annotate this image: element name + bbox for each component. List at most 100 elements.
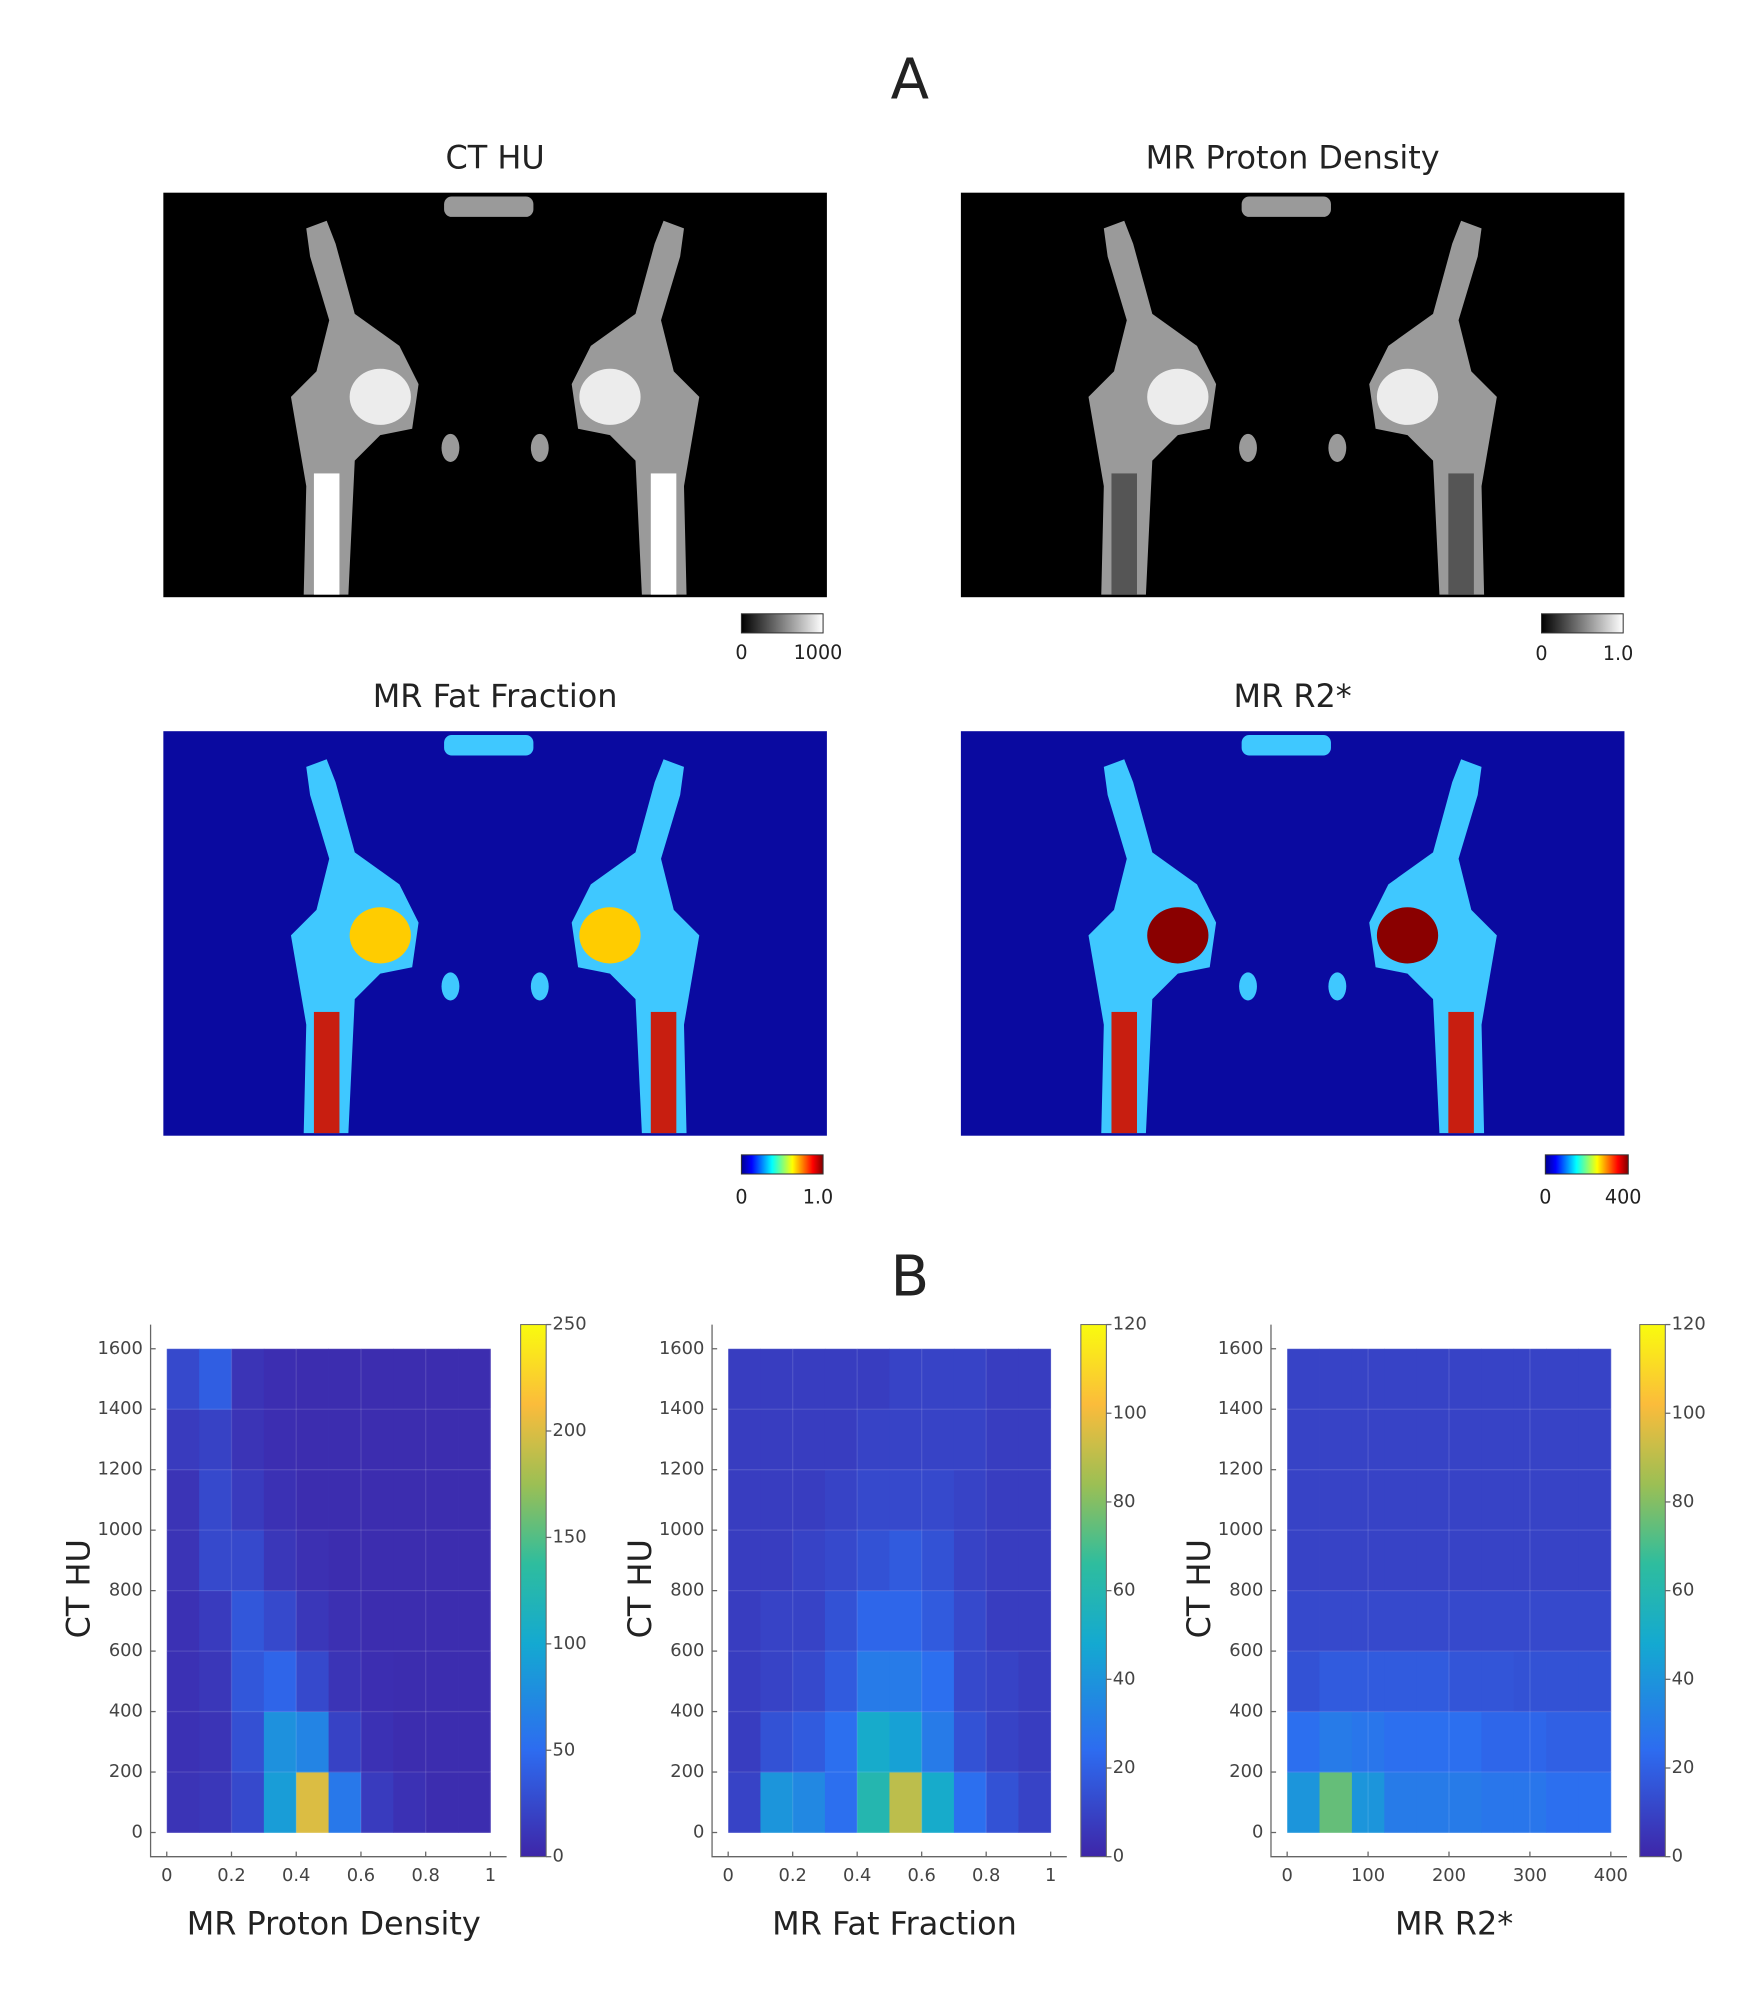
femoral-shaft xyxy=(1448,1011,1474,1134)
y-tick-label: 400 xyxy=(670,1701,704,1722)
heatmap-cell xyxy=(1384,1348,1418,1410)
heatmap-cell xyxy=(296,1469,329,1531)
heatmap-cell xyxy=(728,1651,761,1712)
heatmap-cell xyxy=(1351,1711,1385,1773)
heatmap-cell xyxy=(1384,1590,1418,1652)
heatmap-cell xyxy=(296,1530,329,1592)
image-background xyxy=(163,731,827,1136)
sacrum xyxy=(444,735,534,756)
bone-shape xyxy=(530,220,700,595)
colorbar-tick-label: 40 xyxy=(1672,1668,1695,1689)
heatmap-cell xyxy=(1448,1590,1482,1652)
heatmap-cell xyxy=(1513,1348,1547,1410)
heatmap-cell xyxy=(1319,1711,1353,1773)
heatmap-cell xyxy=(1578,1409,1612,1471)
heatmap-cell xyxy=(166,1590,200,1652)
colorbar-tick-label: 0 xyxy=(1113,1846,1124,1867)
heatmap-cell xyxy=(1416,1590,1450,1652)
heatmap-cell xyxy=(889,1711,923,1773)
heatmap-cell xyxy=(166,1409,200,1471)
heatmap-cell xyxy=(263,1651,297,1712)
heatmap-cell xyxy=(1416,1469,1450,1531)
y-tick-label: 0 xyxy=(132,1822,143,1843)
heatmap-cell xyxy=(728,1772,761,1833)
heatmap-cell xyxy=(425,1651,459,1712)
heatmap-cell xyxy=(1018,1530,1052,1592)
heatmap-cell xyxy=(889,1772,923,1833)
x-tick-label: 0.8 xyxy=(972,1865,1000,1886)
small-bone xyxy=(530,433,549,462)
heatmap-cell xyxy=(953,1590,987,1652)
femoral-shaft xyxy=(313,1011,340,1134)
heatmap-cell xyxy=(953,1530,987,1592)
heatmap-cell xyxy=(1416,1772,1450,1833)
colorbar-label: 0 xyxy=(1539,1186,1551,1209)
heatmap-cell xyxy=(1416,1530,1450,1592)
heatmap-cell xyxy=(728,1711,761,1773)
heatmap-cell xyxy=(1018,1651,1052,1712)
heatmap-cell xyxy=(1384,1711,1418,1773)
femoral-head xyxy=(579,907,641,964)
heatmap-cell xyxy=(1018,1711,1052,1773)
x-tick-label: 100 xyxy=(1351,1865,1385,1886)
heatmap-cell xyxy=(263,1348,297,1410)
heatmap-cell xyxy=(889,1530,923,1592)
heatmap-cell xyxy=(425,1469,459,1531)
heatmap-cell xyxy=(1018,1469,1052,1531)
heatmap-cell xyxy=(1513,1590,1547,1652)
heatmap-cell xyxy=(166,1530,200,1592)
heatmap-cell xyxy=(1448,1772,1482,1833)
bone-shape xyxy=(530,759,700,1134)
heatmap-cell xyxy=(760,1348,794,1410)
heatmap-cell xyxy=(1481,1469,1515,1531)
y-tick-label: 1600 xyxy=(97,1338,142,1359)
x-tick-label: 0.6 xyxy=(347,1865,375,1886)
heatmap-cell xyxy=(328,1772,362,1833)
heatmap-cell xyxy=(1481,1348,1515,1410)
heatmap-cell xyxy=(1513,1409,1547,1471)
heatmap-cell xyxy=(824,1772,858,1833)
heatmap-cell xyxy=(458,1651,491,1712)
image-title: MR Fat Fraction xyxy=(373,677,618,715)
heatmap-cell xyxy=(328,1530,362,1592)
small-bone xyxy=(1239,972,1257,1001)
y-axis-label: CT HU xyxy=(1180,1539,1218,1638)
heatmap-cell xyxy=(824,1348,858,1410)
bone-shape xyxy=(290,759,460,1134)
panel-label: A xyxy=(891,48,929,113)
heatmap-cell xyxy=(458,1590,491,1652)
heatmap-cell xyxy=(1513,1530,1547,1592)
image-title: CT HU xyxy=(446,139,545,177)
heatmap-cell xyxy=(1578,1711,1612,1773)
colorbar-label: 0 xyxy=(735,641,747,664)
heatmap-cell xyxy=(425,1772,459,1833)
y-tick-label: 1600 xyxy=(659,1338,704,1359)
heatmap-cell xyxy=(1481,1590,1515,1652)
bone-shape xyxy=(1328,220,1497,595)
heatmap-cell xyxy=(857,1469,890,1531)
heatmap-cell xyxy=(1018,1772,1052,1833)
heatmap-cell xyxy=(857,1772,890,1833)
heatmap-cell xyxy=(889,1469,923,1531)
heatmap-cell xyxy=(921,1469,955,1531)
small-bone xyxy=(530,972,549,1001)
heatmap-cell xyxy=(360,1409,394,1471)
colorbar-tick-label: 80 xyxy=(1113,1491,1136,1512)
x-tick-label: 0.4 xyxy=(843,1865,871,1886)
heatmap-cell xyxy=(360,1711,394,1773)
colorbar-tick-label: 0 xyxy=(1672,1846,1683,1867)
image-background xyxy=(960,192,1625,598)
colorbar-tick-label: 20 xyxy=(1113,1757,1136,1778)
heatmap-cell xyxy=(1351,1590,1385,1652)
femoral-head xyxy=(1147,368,1209,425)
heatmap-cell xyxy=(1546,1469,1579,1531)
image-title: MR Proton Density xyxy=(1146,139,1440,177)
heatmap-cell xyxy=(328,1409,362,1471)
x-tick-label: 200 xyxy=(1432,1865,1466,1886)
small-bone xyxy=(441,972,460,1001)
heatmap-cell xyxy=(1448,1348,1482,1410)
heatmap-cell xyxy=(1546,1711,1579,1773)
heatmap-cell xyxy=(824,1530,858,1592)
heatmap-cell xyxy=(231,1590,265,1652)
colorbar-label: 1.0 xyxy=(1603,642,1633,665)
